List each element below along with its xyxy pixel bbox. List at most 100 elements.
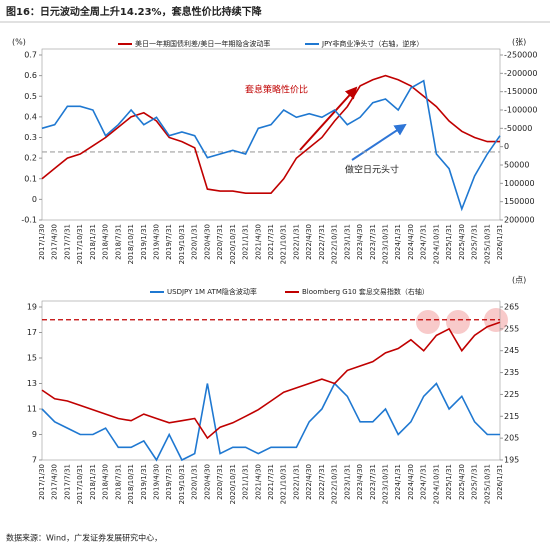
x-tick-label: 2021/10/31 bbox=[280, 224, 288, 264]
x-tick-label: 2022/4/30 bbox=[305, 224, 313, 260]
y-tick-label: 15 bbox=[27, 354, 37, 363]
x-tick-label: 2022/7/31 bbox=[318, 224, 326, 260]
x-tick-label: 2021/1/31 bbox=[242, 224, 250, 260]
y2-tick-label: -100000 bbox=[504, 106, 537, 115]
y2-tick-label: 150000 bbox=[504, 197, 535, 206]
x-tick-label: 2022/7/31 bbox=[318, 464, 326, 500]
arrow bbox=[299, 86, 358, 151]
y2-tick-label: 215 bbox=[504, 412, 519, 421]
legend-label: USDJPY 1M ATM隐含波动率 bbox=[167, 287, 257, 296]
y2-tick-label: 225 bbox=[504, 390, 519, 399]
x-tick-label: 2022/4/30 bbox=[305, 464, 313, 500]
x-tick-label: 2018/4/30 bbox=[102, 464, 110, 500]
x-tick-label: 2019/4/30 bbox=[153, 224, 161, 260]
x-tick-label: 2019/1/31 bbox=[140, 464, 148, 500]
x-tick-label: 2023/10/31 bbox=[382, 224, 390, 264]
header: 图16：日元波动全周上升14.23%，套息性价比持续下降 bbox=[6, 5, 263, 18]
source: 数据来源：Wind，广发证券发展研究中心， bbox=[6, 533, 162, 543]
y2-tick-label: 235 bbox=[504, 368, 519, 377]
y2-tick-label: 205 bbox=[504, 434, 519, 443]
x-tick-label: 2020/4/30 bbox=[203, 224, 211, 260]
x-tick-label: 2018/1/31 bbox=[89, 224, 97, 260]
highlight bbox=[416, 310, 440, 334]
y-tick-label: 9 bbox=[32, 430, 37, 439]
y2-tick-label: -250000 bbox=[504, 51, 537, 60]
x-tick-label: 2017/10/31 bbox=[76, 224, 84, 264]
y2-axis-label: (张) bbox=[512, 38, 526, 47]
x-tick-label: 2024/4/30 bbox=[407, 224, 415, 260]
highlight bbox=[446, 310, 470, 334]
plot-frame bbox=[41, 48, 501, 221]
x-tick-label: 2020/7/31 bbox=[216, 224, 224, 260]
x-tick-label: 2025/7/31 bbox=[471, 464, 479, 500]
x-tick-label: 2017/1/30 bbox=[38, 464, 46, 500]
x-tick-label: 2024/1/31 bbox=[394, 464, 402, 500]
y-tick-label: 19 bbox=[27, 303, 37, 312]
x-tick-label: 2020/1/31 bbox=[191, 224, 199, 260]
x-tick-label: 2017/4/30 bbox=[51, 224, 59, 260]
legend-label: 美日一年期国债利差/美日一年期隐含波动率 bbox=[135, 39, 270, 48]
y2-tick-label: 195 bbox=[504, 456, 519, 465]
x-tick-label: 2021/7/31 bbox=[267, 224, 275, 260]
x-tick-label: 2023/7/31 bbox=[369, 464, 377, 500]
x-tick-label: 2025/10/31 bbox=[483, 464, 491, 504]
x-tick-label: 2019/7/31 bbox=[165, 464, 173, 500]
x-tick-label: 2024/7/31 bbox=[420, 224, 428, 260]
x-tick-label: 2019/10/31 bbox=[178, 224, 186, 264]
y-tick-label: 0.7 bbox=[24, 51, 37, 60]
y-tick-label: 0.2 bbox=[24, 154, 37, 163]
x-tick-label: 2024/4/30 bbox=[407, 464, 415, 500]
series-line bbox=[41, 74, 500, 194]
x-tick-label: 2017/7/31 bbox=[63, 224, 71, 260]
series-line bbox=[41, 382, 500, 462]
arrow bbox=[351, 123, 407, 161]
x-tick-label: 2018/10/31 bbox=[127, 224, 135, 264]
x-tick-label: 2024/1/31 bbox=[394, 224, 402, 260]
series-line bbox=[41, 321, 501, 440]
x-tick-label: 2017/10/31 bbox=[76, 464, 84, 504]
x-tick-label: 2020/7/31 bbox=[216, 464, 224, 500]
y2-tick-label: 100000 bbox=[504, 179, 535, 188]
x-tick-label: 2023/1/31 bbox=[343, 224, 351, 260]
y-tick-label: 0.1 bbox=[24, 174, 37, 183]
y2-tick-label: 0 bbox=[504, 142, 509, 151]
x-tick-label: 2018/10/31 bbox=[127, 464, 135, 504]
legend-label: JPY非商业净头寸（右轴，逆序） bbox=[321, 39, 423, 48]
x-tick-label: 2021/1/31 bbox=[242, 464, 250, 500]
x-tick-label: 2026/1/31 bbox=[496, 464, 504, 500]
y2-tick-label: 200000 bbox=[504, 216, 535, 225]
y-tick-label: 0.3 bbox=[24, 133, 37, 142]
y2-tick-label: -150000 bbox=[504, 87, 537, 96]
x-tick-label: 2022/10/31 bbox=[331, 224, 339, 264]
y-tick-label: 11 bbox=[27, 405, 37, 414]
x-tick-label: 2020/10/31 bbox=[229, 464, 237, 504]
x-tick-label: 2019/7/31 bbox=[165, 224, 173, 260]
x-tick-label: 2020/4/30 bbox=[203, 464, 211, 500]
y-tick-label: 0.4 bbox=[24, 112, 37, 121]
x-tick-label: 2021/10/31 bbox=[280, 464, 288, 504]
x-tick-label: 2021/4/30 bbox=[254, 224, 262, 260]
x-tick-label: 2024/10/31 bbox=[432, 464, 440, 504]
x-tick-label: 2018/4/30 bbox=[102, 224, 110, 260]
y-tick-label: -0.1 bbox=[21, 216, 37, 225]
x-tick-label: 2022/1/31 bbox=[292, 224, 300, 260]
x-tick-label: 2018/1/31 bbox=[89, 464, 97, 500]
y-tick-label: 0 bbox=[32, 195, 37, 204]
x-tick-label: 2021/7/31 bbox=[267, 464, 275, 500]
legend-label: Bloomberg G10 套息交易指数（右轴） bbox=[302, 287, 429, 296]
x-tick-label: 2025/7/31 bbox=[471, 224, 479, 260]
x-tick-label: 2022/1/31 bbox=[292, 464, 300, 500]
x-tick-label: 2023/1/31 bbox=[343, 464, 351, 500]
x-tick-label: 2019/10/31 bbox=[178, 464, 186, 504]
x-tick-label: 2025/4/30 bbox=[458, 464, 466, 500]
x-tick-label: 2021/4/30 bbox=[254, 464, 262, 500]
x-tick-label: 2024/10/31 bbox=[432, 224, 440, 264]
annotation: 套息策略性价比 bbox=[245, 84, 308, 96]
x-tick-label: 2017/4/30 bbox=[51, 464, 59, 500]
y2-tick-label: 50000 bbox=[504, 161, 529, 170]
y2-tick-label: -50000 bbox=[504, 124, 532, 133]
plot-frame bbox=[41, 300, 501, 461]
x-tick-label: 2017/1/30 bbox=[38, 224, 46, 260]
y2-tick-label: -200000 bbox=[504, 69, 537, 78]
